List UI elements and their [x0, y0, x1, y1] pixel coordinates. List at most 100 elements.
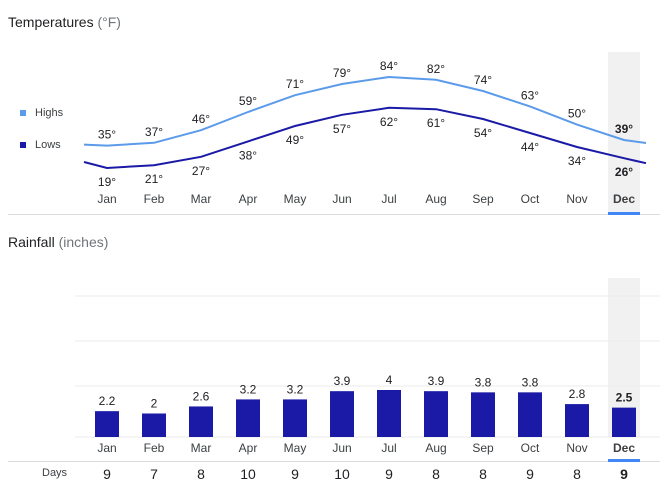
highs-line — [83, 75, 647, 147]
lows-value-label: 19° — [98, 175, 116, 189]
selected-month-highlight-temp — [608, 52, 640, 212]
rain-bar — [236, 399, 260, 437]
days-value: 10 — [334, 466, 350, 482]
rainfall-title-text: Rainfall — [8, 234, 55, 250]
legend-lows: Lows — [20, 139, 61, 151]
temp-month-label: Sep — [472, 192, 494, 206]
rain-value-label: 3.8 — [522, 375, 539, 389]
rain-bar — [142, 413, 166, 437]
temp-month-label: Mar — [191, 192, 212, 206]
days-value: 9 — [526, 466, 534, 482]
legend-lows-swatch — [20, 142, 26, 148]
rain-value-label: 2.2 — [99, 394, 116, 408]
lows-value-label: 38° — [239, 148, 257, 162]
highs-value-label: 82° — [427, 62, 445, 76]
temp-month-label: Jun — [332, 192, 351, 206]
highs-value-label: 50° — [568, 107, 586, 121]
rain-month-label: Nov — [566, 441, 587, 455]
rain-month-label: Feb — [144, 441, 165, 455]
lows-line — [83, 106, 647, 170]
highs-value-label: 39° — [615, 122, 633, 136]
days-value: 9 — [291, 466, 299, 482]
rain-bar — [424, 391, 448, 437]
lows-value-label: 44° — [521, 140, 539, 154]
rain-bar — [565, 404, 589, 437]
rainfall-title: Rainfall (inches) — [8, 234, 108, 250]
highs-value-label: 37° — [145, 125, 163, 139]
highs-value-label: 63° — [521, 88, 539, 102]
highs-value-label: 59° — [239, 94, 257, 108]
selected-month-underline-temp — [608, 212, 640, 215]
lows-value-label: 57° — [333, 122, 351, 136]
rain-bar — [283, 399, 307, 437]
rainfall-unit: (inches) — [58, 234, 109, 250]
rain-bar — [330, 391, 354, 437]
rain-bar — [377, 390, 401, 437]
lows-value-label: 26° — [615, 165, 633, 179]
days-value: 8 — [197, 466, 205, 482]
temperatures-unit: (°F) — [97, 14, 121, 30]
rain-value-label: 2 — [151, 397, 158, 411]
rain-value-label: 3.8 — [475, 375, 492, 389]
rain-value-label: 3.9 — [428, 374, 445, 388]
lows-value-label: 54° — [474, 126, 492, 140]
days-value: 9 — [385, 466, 393, 482]
temp-month-label: Aug — [425, 192, 446, 206]
lows-value-label: 34° — [568, 154, 586, 168]
days-value: 8 — [432, 466, 440, 482]
rain-bar — [612, 407, 636, 437]
rain-month-label: Dec — [613, 441, 635, 455]
temp-month-label: Feb — [144, 192, 165, 206]
rain-value-label: 3.2 — [240, 382, 257, 396]
rain-bar — [471, 392, 495, 437]
highs-value-label: 46° — [192, 112, 210, 126]
lows-value-label: 21° — [145, 172, 163, 186]
rain-bar — [189, 406, 213, 437]
temp-month-label: Dec — [613, 192, 635, 206]
temp-month-label: May — [284, 192, 307, 206]
temp-month-label: Nov — [566, 192, 587, 206]
rain-bar — [95, 411, 119, 437]
highs-value-label: 71° — [286, 77, 304, 91]
temperatures-title: Temperatures (°F) — [8, 14, 121, 30]
highs-value-label: 84° — [380, 59, 398, 73]
days-value: 7 — [150, 466, 158, 482]
temp-month-label: Jan — [97, 192, 116, 206]
rain-value-label: 2.8 — [569, 387, 586, 401]
days-value: 9 — [620, 466, 628, 482]
temp-month-label: Jul — [381, 192, 396, 206]
legend-highs-swatch — [20, 110, 26, 116]
legend-lows-label: Lows — [35, 139, 61, 151]
rain-month-label: May — [284, 441, 307, 455]
legend-highs-label: Highs — [35, 107, 64, 119]
days-divider — [8, 461, 660, 462]
days-value: 8 — [479, 466, 487, 482]
rain-value-label: 3.9 — [334, 374, 351, 388]
temperatures-title-text: Temperatures — [8, 14, 94, 30]
legend-highs: Highs — [20, 107, 63, 119]
rain-month-label: Apr — [239, 441, 258, 455]
rain-value-label: 2.5 — [616, 391, 633, 405]
lows-value-label: 27° — [192, 164, 210, 178]
rain-month-label: Aug — [425, 441, 446, 455]
lows-value-label: 62° — [380, 115, 398, 129]
rain-bar — [518, 392, 542, 437]
rain-value-label: 2.6 — [193, 389, 210, 403]
rain-value-label: 3.2 — [287, 382, 304, 396]
lows-value-label: 61° — [427, 116, 445, 130]
rain-value-label: 4 — [386, 373, 393, 387]
section-divider — [8, 214, 660, 215]
rain-month-label: Sep — [472, 441, 494, 455]
rain-month-label: Jan — [97, 441, 116, 455]
days-value: 9 — [103, 466, 111, 482]
rain-month-label: Oct — [521, 441, 540, 455]
highs-value-label: 79° — [333, 66, 351, 80]
rain-month-label: Jun — [332, 441, 351, 455]
days-value: 10 — [240, 466, 256, 482]
highs-value-label: 74° — [474, 73, 492, 87]
rain-month-label: Jul — [381, 441, 396, 455]
rain-month-label: Mar — [191, 441, 212, 455]
temp-month-label: Apr — [239, 192, 258, 206]
selected-month-underline-rain — [608, 459, 640, 462]
